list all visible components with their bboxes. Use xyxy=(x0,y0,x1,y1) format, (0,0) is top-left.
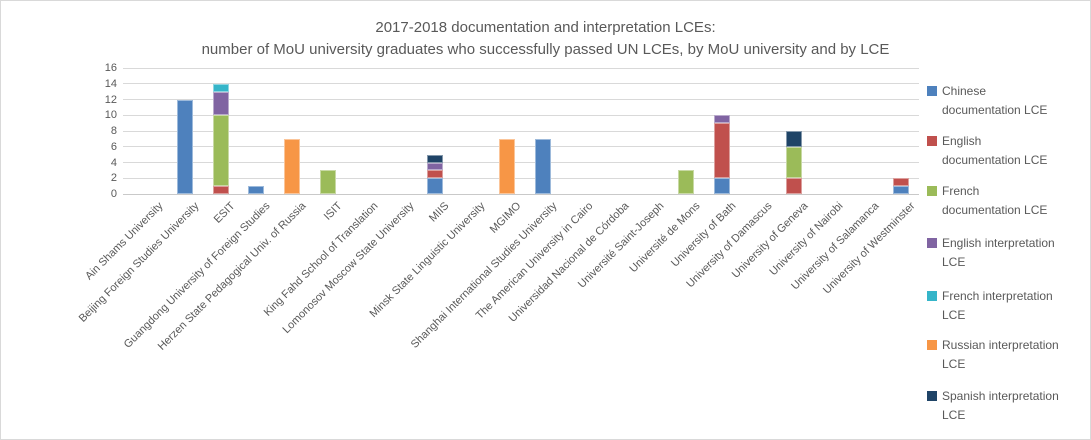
gridline xyxy=(123,177,919,179)
chart-title-block: 2017-2018 documentation and interpretati… xyxy=(1,17,1090,61)
y-tick-label: 14 xyxy=(104,77,117,90)
bar-segment xyxy=(499,138,516,194)
legend-swatch xyxy=(927,291,937,301)
legend-swatch xyxy=(927,186,937,196)
y-tick-label: 2 xyxy=(110,172,117,185)
legend-item: English documentation LCE xyxy=(927,132,1047,170)
legend-label: Spanish interpretation LCE xyxy=(942,389,1059,422)
bar-segment xyxy=(678,170,695,194)
bar-segment xyxy=(785,146,802,179)
gridline xyxy=(123,67,919,69)
legend-swatch xyxy=(927,238,937,248)
bar-segment xyxy=(212,91,229,116)
y-tick-label: 0 xyxy=(110,188,117,200)
bar-segment xyxy=(785,131,802,147)
gridline xyxy=(123,114,919,116)
legend-item: Russian interpretation LCE xyxy=(927,336,1059,374)
legend-item: French documentation LCE xyxy=(927,182,1047,220)
legend-label: English interpretation LCE xyxy=(942,236,1055,269)
legend-swatch xyxy=(927,391,937,401)
bar-segment xyxy=(785,178,802,194)
bar-segment xyxy=(320,170,336,194)
legend-item: French interpretation LCE xyxy=(927,287,1053,325)
legend-label: Russian interpretation LCE xyxy=(942,338,1059,371)
chart-subtitle: number of MoU university graduates who s… xyxy=(201,41,890,58)
bar-segment xyxy=(427,170,444,179)
gridline xyxy=(123,99,919,100)
legend-item: Spanish interpretation LCE xyxy=(927,387,1059,425)
legend-item: Chinese documentation LCE xyxy=(927,82,1047,120)
chart-title: 2017-2018 documentation and interpretati… xyxy=(375,19,716,36)
legend-label: Chinese documentation LCE xyxy=(942,84,1048,117)
legend-swatch xyxy=(927,86,937,96)
legend-swatch xyxy=(927,340,937,350)
gridline xyxy=(123,146,919,148)
gridline xyxy=(123,130,919,132)
bar-segment xyxy=(714,115,730,124)
bar-segment xyxy=(248,186,265,194)
bar-segment xyxy=(427,154,444,163)
bar-segment xyxy=(212,115,229,187)
y-tick-label: 4 xyxy=(110,156,117,169)
bar-segment xyxy=(534,138,551,194)
bar-segment xyxy=(714,178,730,194)
legend-label: French documentation LCE xyxy=(942,184,1048,217)
bar-segment xyxy=(427,162,444,171)
bar-segment xyxy=(893,178,910,187)
bar-segment xyxy=(893,186,910,194)
y-tick-label: 8 xyxy=(110,125,117,137)
gridline xyxy=(123,83,919,85)
y-tick-label: 10 xyxy=(104,109,117,122)
bar-segment xyxy=(427,178,444,194)
y-tick-label: 6 xyxy=(110,140,117,153)
legend-label: French interpretation LCE xyxy=(942,289,1053,322)
legend-swatch xyxy=(927,136,937,146)
y-tick-label: 16 xyxy=(104,62,117,74)
bar-segment xyxy=(176,99,193,194)
bar-segment xyxy=(284,138,301,194)
bar-segment xyxy=(212,83,229,92)
x-axis-line xyxy=(123,193,919,195)
legend-item: English interpretation LCE xyxy=(927,234,1055,272)
gridline xyxy=(123,162,919,163)
legend-label: English documentation LCE xyxy=(942,134,1048,167)
bar-segment xyxy=(212,186,229,194)
bar-segment xyxy=(714,123,730,179)
y-tick-label: 12 xyxy=(104,93,117,106)
